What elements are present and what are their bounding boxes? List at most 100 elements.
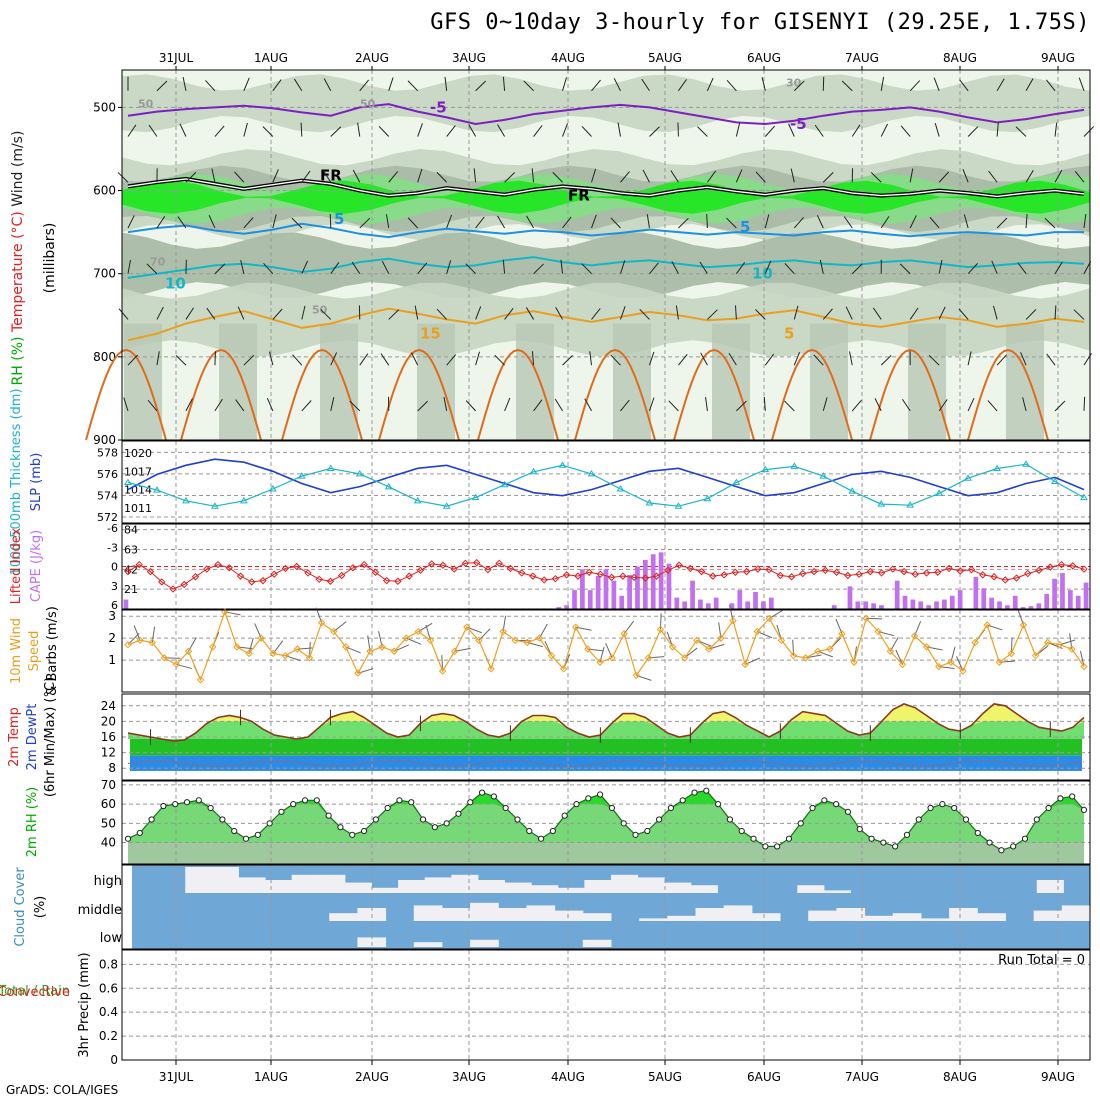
wind-point: [487, 665, 495, 673]
wind-barb: [185, 307, 195, 320]
wind-barb: [175, 355, 187, 366]
cloud-bar: [637, 877, 665, 893]
rh-point: [301, 797, 309, 804]
wind-barb: [272, 308, 283, 320]
wind-point: [269, 649, 277, 658]
wind-point: [693, 636, 701, 645]
temp-tick: 8: [108, 761, 116, 775]
rh-point: [254, 831, 261, 838]
wind-barb: [967, 126, 979, 137]
wind-point: [451, 647, 459, 655]
wind-point: [124, 641, 132, 649]
wind-barb: [562, 77, 567, 91]
wind-barb: [993, 305, 998, 320]
wind-barb: [185, 172, 197, 183]
thickness-point: [1022, 460, 1030, 467]
date-label-top: 31JUL: [159, 51, 194, 65]
cloud-bar: [949, 908, 978, 921]
wind-barb: [266, 397, 274, 412]
contour-label: FR: [320, 167, 342, 185]
slp-tick: 1011: [124, 502, 152, 515]
wind-barb: [706, 213, 708, 229]
li-point: [405, 572, 413, 580]
rh-point: [478, 789, 486, 796]
wind-barb: [764, 125, 776, 137]
rh-point: [549, 827, 556, 835]
wind-point: [596, 658, 604, 666]
wind-point: [366, 647, 374, 655]
wind-barb: [793, 217, 804, 229]
precip-tick: 0: [110, 1053, 118, 1067]
wind-barb: [1045, 79, 1056, 92]
wind-barb: [214, 351, 216, 366]
wind-barb: [443, 397, 448, 411]
li-point: [742, 567, 751, 576]
wind-tick: 1: [108, 653, 116, 667]
wind-barb: [962, 169, 969, 183]
wind-barb: [330, 352, 338, 366]
li-point: [720, 571, 728, 579]
wind-tick: 2: [108, 631, 116, 645]
date-label-top: 9AUG: [1041, 51, 1075, 65]
thickness-point: [761, 465, 770, 473]
cape-bar: [1028, 606, 1034, 609]
wind-barb: [468, 124, 477, 137]
axis-label: Lifted Index: [9, 527, 24, 604]
wind-barb: [148, 124, 158, 137]
cloud-bar: [441, 908, 471, 921]
wind-barb: [880, 76, 885, 91]
date-label-top: 6AUG: [747, 51, 781, 65]
wind-barb: [675, 305, 679, 320]
panel-frame: [121, 69, 1091, 441]
cloud-bar: [238, 877, 266, 893]
isotherm-loop: [85, 348, 167, 441]
wind-barb: [301, 305, 306, 320]
wind-barb: [525, 307, 535, 320]
wind-barb: [349, 400, 361, 412]
wind-barb: [475, 216, 485, 229]
wind-point: [995, 658, 1003, 666]
rh-shade-column: [712, 323, 750, 440]
cape-bar: [1005, 605, 1010, 609]
rh-point: [231, 827, 238, 835]
rh-point: [844, 808, 852, 815]
cape-bar: [997, 601, 1002, 609]
wind-barb: [814, 124, 824, 137]
thickness-point: [964, 474, 973, 481]
date-label-top: 2AUG: [355, 51, 389, 65]
axis-label: Cloud Cover: [13, 867, 28, 947]
wind-point: [511, 636, 519, 645]
cloud-bar: [1036, 880, 1064, 893]
li-point: [484, 566, 492, 574]
wind-barb: [552, 171, 563, 183]
wind-barb: [272, 169, 279, 183]
wind-barb: [755, 309, 766, 320]
li-point: [382, 576, 391, 585]
li-point: [607, 573, 616, 582]
cloud-bar: [291, 874, 319, 893]
thickness-point: [906, 501, 915, 508]
cloud-bar: [371, 887, 399, 893]
axis-label: RH (%) Temperature (°C) Wind (m/s): [10, 131, 26, 386]
pressure-tick: 800: [93, 350, 116, 364]
cloud-bar: [554, 910, 584, 921]
rh-tick: 70: [101, 778, 116, 792]
wind-barb: [263, 262, 274, 275]
thickness-point: [645, 499, 654, 506]
rh-shade-band: [122, 232, 1090, 299]
thickness-point: [326, 464, 335, 472]
thickness-point: [674, 502, 683, 509]
wind-barb: [262, 126, 274, 137]
wind-barb: [959, 79, 969, 92]
dewpoint-line: [127, 760, 1085, 767]
wind-barb: [127, 354, 138, 366]
slp-tick: 1017: [124, 465, 152, 478]
date-label-bottom: 5AUG: [648, 1070, 682, 1084]
wind-barb: [1046, 353, 1056, 366]
cape-bar: [556, 607, 562, 609]
rh-point: [715, 801, 722, 808]
wind-barb: [933, 77, 940, 91]
wind-barb: [380, 353, 390, 366]
wind-point: [572, 623, 580, 631]
temp-tick: 20: [101, 714, 116, 728]
